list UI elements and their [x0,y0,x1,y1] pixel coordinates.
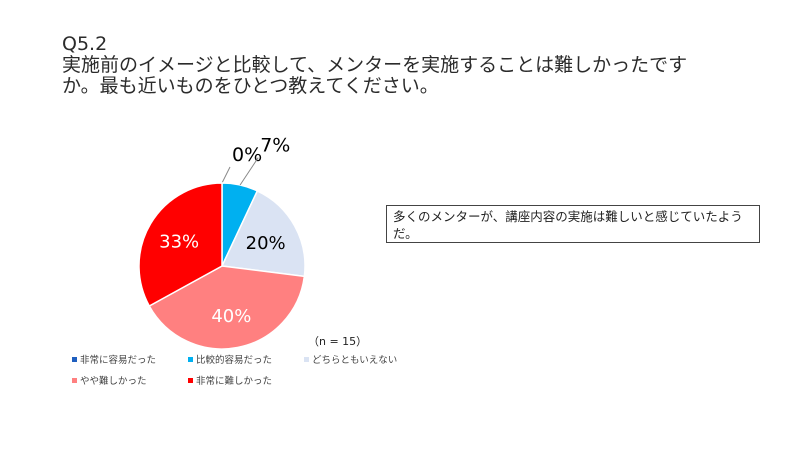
legend-item-1: 比較的容易だった [188,352,272,366]
slice-label-2: 20% [246,233,286,254]
pie-slice-4 [138,182,223,308]
pie-slice-2 [220,189,306,278]
leader-line-0 [221,166,231,184]
slice-label-4: 33% [159,232,199,253]
legend-swatch-3 [72,377,77,383]
legend-item-3: やや難しかった [72,373,147,387]
legend-label-3: やや難しかった [80,376,147,387]
sample-size-label: （n = 15） [308,335,368,348]
slice-label-0: 0% [232,144,262,166]
slice-label-1: 7% [260,135,290,157]
legend-swatch-2 [304,356,309,362]
slice-label-3: 40% [211,306,251,327]
legend-item-4: 非常に難しかった [188,373,272,387]
pie-slice-3 [148,265,306,350]
legend-item-0: 非常に容易だった [72,352,156,366]
legend-label-2: どちらともいえない [312,355,398,366]
legend-label-1: 比較的容易だった [196,355,273,366]
question-id: Q5.2 [62,33,108,55]
legend-item-2: どちらともいえない [304,352,397,366]
legend-label-4: 非常に難しかった [196,376,273,387]
question-text: 実施前のイメージと比較して、メンターを実施することは難しかったですか。最も近いも… [62,54,688,97]
legend-swatch-4 [188,377,193,383]
legend-swatch-1 [188,356,193,362]
comment-box: 多くのメンターが、講座内容の実施は難しいと感じていたようだ。 [386,205,760,243]
leader-line-1 [239,157,259,186]
comment-text: 多くのメンターが、講座内容の実施は難しいと感じていたようだ。 [393,209,743,241]
legend-label-0: 非常に容易だった [80,355,157,366]
question-header: Q5.2 実施前のイメージと比較して、メンターを実施することは難しかったですか。… [62,34,762,97]
legend-swatch-0 [72,356,77,362]
